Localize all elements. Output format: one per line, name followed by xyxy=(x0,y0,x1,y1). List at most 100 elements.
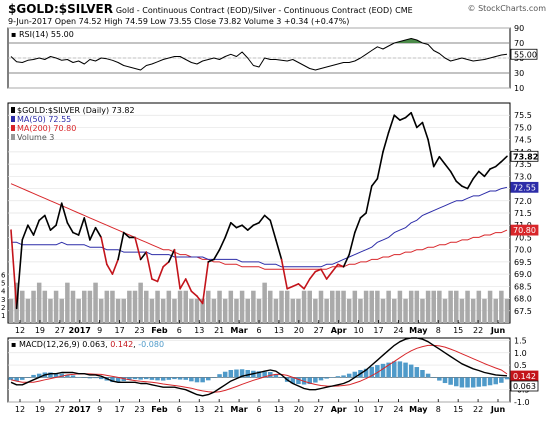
price-x-label: Mar xyxy=(230,326,247,335)
price-x-label: 27 xyxy=(55,326,65,335)
volume-bar xyxy=(155,290,160,323)
macd-histogram-bar xyxy=(273,374,279,378)
macd-x-label: Feb xyxy=(151,405,168,414)
volume-bar xyxy=(76,298,81,323)
volume-bar xyxy=(239,290,245,323)
volume-bar xyxy=(93,282,98,323)
macd-x-label: 24 xyxy=(393,405,403,414)
macd-x-label: 12 xyxy=(15,405,25,414)
price-segment xyxy=(404,111,412,119)
volume-bar xyxy=(403,298,408,323)
price-segment xyxy=(77,217,86,236)
volume-bar xyxy=(127,290,132,323)
macd-histogram-bar xyxy=(98,377,104,380)
macd-histogram-bar xyxy=(256,371,262,378)
price-segment xyxy=(246,224,255,231)
macd-histogram-bar xyxy=(110,377,115,383)
macd-histogram-bar xyxy=(93,377,98,379)
volume-bar xyxy=(313,298,318,323)
macd-histogram-bar xyxy=(363,368,369,378)
price-segment xyxy=(49,224,57,231)
price-segment xyxy=(427,138,435,168)
macd-histogram-bar xyxy=(442,377,448,384)
price-segment xyxy=(145,251,153,280)
macd-histogram-bar xyxy=(14,377,19,382)
ohlc-volume: Volume 3 xyxy=(241,17,282,26)
price-segment xyxy=(94,226,102,239)
macd-x-label: 9 xyxy=(97,405,102,414)
macd-histogram-bar xyxy=(403,362,408,378)
volume-bar xyxy=(380,298,386,323)
volume-bar xyxy=(459,298,465,323)
volume-bar xyxy=(183,290,188,323)
volume-bar xyxy=(369,290,374,323)
ohlc-line: 9-Jun-2017 Open 74.52 High 74.59 Low 73.… xyxy=(8,17,349,26)
volume-bar xyxy=(206,290,211,323)
macd-x-label: 13 xyxy=(194,405,204,414)
macd-histogram-bar xyxy=(454,377,459,387)
exchange-label: CME xyxy=(395,6,413,15)
price-x-label: 17 xyxy=(373,326,383,335)
price-segment xyxy=(359,212,367,219)
price-segment xyxy=(348,231,356,256)
legend-swatch xyxy=(11,107,15,113)
macd-histogram-bar xyxy=(437,377,442,381)
volume-bar xyxy=(189,298,194,323)
macd-histogram-bar xyxy=(324,377,329,379)
macd-histogram-bar xyxy=(392,361,397,378)
copyright-label: © StockCharts.com xyxy=(467,4,546,13)
price-segment xyxy=(365,185,373,214)
volume-bar xyxy=(234,298,239,323)
chart-title-line: $GOLD:$SILVER Gold - Continuous Contract… xyxy=(8,2,413,16)
macd-histogram-bar xyxy=(341,375,346,378)
volume-bar xyxy=(425,290,431,323)
macd-x-label: 17 xyxy=(373,405,383,414)
volume-bar xyxy=(87,290,93,323)
rsi-line xyxy=(10,38,508,71)
macd-histogram-bar xyxy=(59,373,64,378)
macd-histogram-bar xyxy=(127,377,132,380)
legend-swatch xyxy=(11,134,15,140)
price-segment xyxy=(308,270,317,280)
macd-x-label: 2017 xyxy=(69,405,91,414)
price-segment xyxy=(382,131,390,153)
legend-label: Volume 3 xyxy=(17,133,54,142)
price-segment xyxy=(111,258,119,275)
volume-bar xyxy=(36,282,42,323)
macd-histogram-bar xyxy=(121,377,126,382)
price-segment xyxy=(449,170,458,183)
macd-x-label: 13 xyxy=(274,405,284,414)
price-segment xyxy=(466,177,474,190)
rsi-tick-label: 70 xyxy=(514,39,524,48)
volume-tick-label: 5 xyxy=(1,280,5,288)
volume-bar xyxy=(48,298,53,323)
macd-histogram-bar xyxy=(465,377,470,388)
volume-bar xyxy=(408,290,414,323)
rsi-value-tag-label: 55.00 xyxy=(514,50,537,59)
volume-bar xyxy=(25,298,31,323)
price-segment xyxy=(478,170,486,178)
macd-label-part: , xyxy=(133,340,138,349)
macd-histogram-bar xyxy=(166,377,172,380)
macd-histogram-bar xyxy=(31,374,36,378)
price-segment xyxy=(122,231,131,239)
price-value-tag-label: 72.55 xyxy=(513,183,536,192)
macd-histogram-bar xyxy=(448,377,453,385)
macd-signal-line xyxy=(10,344,508,393)
macd-x-label: 6 xyxy=(177,405,182,414)
macd-histogram-bar xyxy=(65,374,70,378)
price-segment xyxy=(72,231,80,236)
price-segment xyxy=(432,155,441,168)
volume-bar xyxy=(115,298,121,323)
macd-histogram-bar xyxy=(245,370,250,378)
price-segment xyxy=(190,290,198,297)
macd-x-label: Mar xyxy=(230,405,247,414)
price-segment xyxy=(444,163,452,173)
volume-bar xyxy=(465,290,470,323)
price-x-label: 15 xyxy=(453,326,463,335)
price-segment xyxy=(10,229,18,310)
volume-bar xyxy=(437,290,442,323)
price-segment xyxy=(224,221,232,239)
macd-x-label: 27 xyxy=(55,405,65,414)
price-segment xyxy=(494,160,503,168)
